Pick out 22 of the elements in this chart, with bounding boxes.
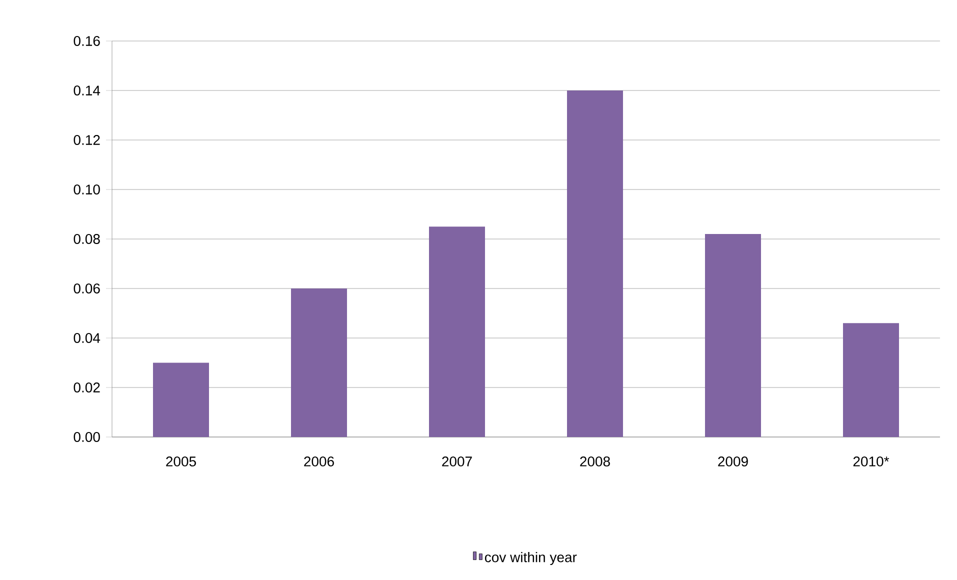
bar xyxy=(429,226,486,437)
y-tick-label: 0.12 xyxy=(74,135,100,145)
x-tick-label: 2005 xyxy=(166,456,196,466)
x-tick-label: 2010* xyxy=(853,456,890,466)
y-tick-label: 0.06 xyxy=(74,284,100,294)
x-tick-label: 2008 xyxy=(580,456,610,466)
y-tick-label: 0.00 xyxy=(74,432,100,442)
bar xyxy=(291,288,348,437)
y-tick-label: 0.08 xyxy=(74,234,100,244)
bar xyxy=(843,323,900,437)
x-tick-label: 2009 xyxy=(718,456,748,466)
bar xyxy=(705,234,762,437)
y-tick-label: 0.10 xyxy=(74,184,100,194)
x-tick-label: 2007 xyxy=(442,456,472,466)
y-tick-label: 0.02 xyxy=(74,382,100,392)
legend-label: cov within year xyxy=(484,552,577,566)
y-tick-label: 0.14 xyxy=(74,86,100,96)
y-tick-label: 0.04 xyxy=(74,333,100,343)
bar xyxy=(567,90,624,437)
y-tick-label: 0.16 xyxy=(74,36,100,46)
x-tick-label: 2006 xyxy=(304,456,334,466)
bar xyxy=(153,362,209,437)
